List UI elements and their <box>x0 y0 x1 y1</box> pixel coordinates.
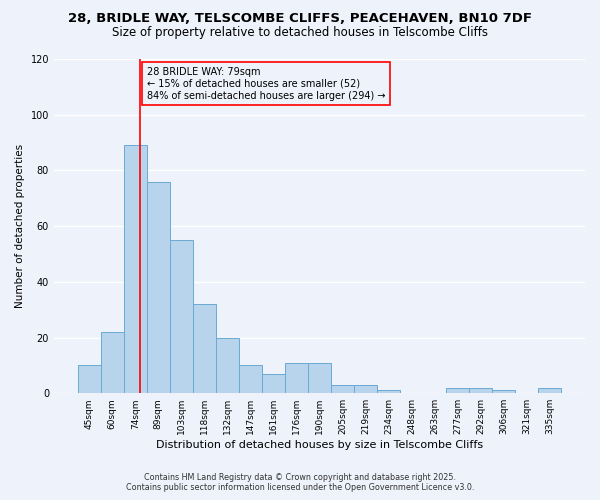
Bar <box>331 385 354 393</box>
Bar <box>170 240 193 393</box>
Bar <box>262 374 285 393</box>
Y-axis label: Number of detached properties: Number of detached properties <box>15 144 25 308</box>
Bar <box>147 182 170 393</box>
Bar <box>239 366 262 393</box>
Text: 28 BRIDLE WAY: 79sqm
← 15% of detached houses are smaller (52)
84% of semi-detac: 28 BRIDLE WAY: 79sqm ← 15% of detached h… <box>147 68 385 100</box>
Bar <box>308 362 331 393</box>
Bar <box>216 338 239 393</box>
Bar <box>193 304 215 393</box>
Bar <box>101 332 124 393</box>
Text: Size of property relative to detached houses in Telscombe Cliffs: Size of property relative to detached ho… <box>112 26 488 39</box>
X-axis label: Distribution of detached houses by size in Telscombe Cliffs: Distribution of detached houses by size … <box>156 440 483 450</box>
Bar <box>492 390 515 393</box>
Bar <box>78 366 101 393</box>
Bar <box>124 146 146 393</box>
Bar <box>538 388 561 393</box>
Bar <box>354 385 377 393</box>
Bar <box>469 388 492 393</box>
Bar <box>377 390 400 393</box>
Bar <box>285 362 308 393</box>
Text: Contains HM Land Registry data © Crown copyright and database right 2025.
Contai: Contains HM Land Registry data © Crown c… <box>126 473 474 492</box>
Text: 28, BRIDLE WAY, TELSCOMBE CLIFFS, PEACEHAVEN, BN10 7DF: 28, BRIDLE WAY, TELSCOMBE CLIFFS, PEACEH… <box>68 12 532 26</box>
Bar <box>446 388 469 393</box>
